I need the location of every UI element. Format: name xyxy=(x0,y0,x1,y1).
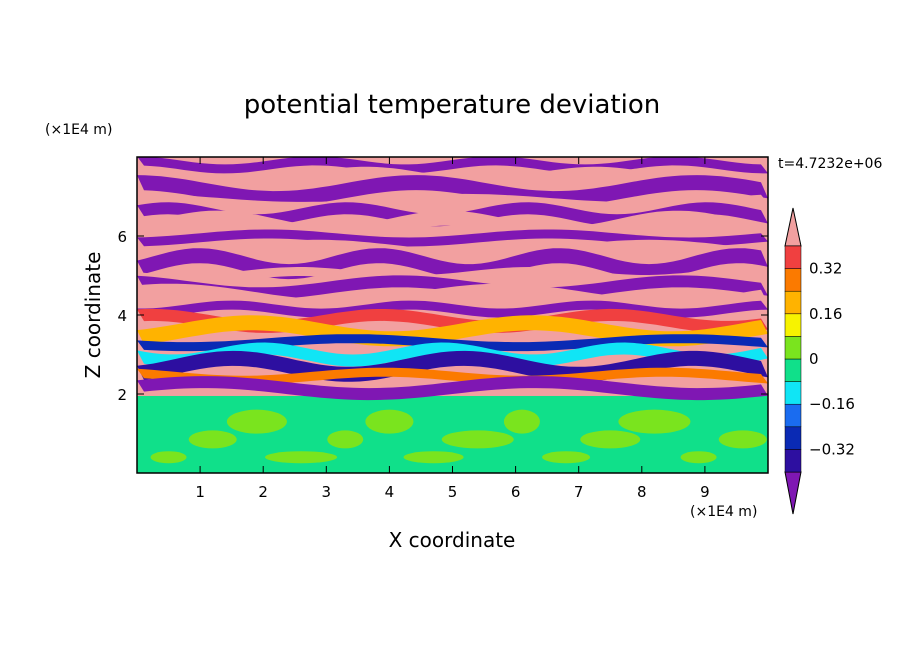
x-tick-label: 6 xyxy=(511,483,521,501)
y-tick-label: 4 xyxy=(117,307,127,325)
lower-field-patch xyxy=(365,409,414,434)
field-band xyxy=(137,267,768,284)
chart-title: potential temperature deviation xyxy=(244,90,660,120)
field-band xyxy=(137,175,768,206)
colorbar-tick-label: 0.32 xyxy=(809,260,842,278)
colorbar-swatch xyxy=(784,245,802,269)
colorbar-swatch xyxy=(784,381,802,405)
x-axis-label: X coordinate xyxy=(389,528,516,552)
field-band xyxy=(137,300,768,318)
colorbar-tick-label: 0 xyxy=(809,350,819,368)
x-tick-label: 1 xyxy=(195,483,205,501)
x-axis-unit: (×1E4 m) xyxy=(690,504,757,520)
lower-field-patch xyxy=(718,430,767,449)
x-tick-label: 4 xyxy=(385,483,395,501)
field-band xyxy=(137,376,768,401)
colorbar-tick-label: 0.16 xyxy=(809,305,842,323)
x-tick-label: 7 xyxy=(574,483,584,501)
colorbar-swatch xyxy=(784,426,802,450)
x-tick-label: 8 xyxy=(637,483,647,501)
colorbar-swatch xyxy=(784,449,802,473)
field-layers xyxy=(137,157,768,473)
lower-field-patch xyxy=(618,409,691,434)
lower-field-patch xyxy=(503,409,540,434)
field-band xyxy=(137,367,768,385)
lower-field-patch xyxy=(542,451,591,464)
x-axis: 1 2 3 4 5 6 7 8 9 xyxy=(195,157,710,501)
field-band xyxy=(137,193,768,211)
field-band xyxy=(137,239,768,264)
plot-field xyxy=(137,157,768,473)
colorbar: 0.32 0.16 0 −0.16 −0.32 xyxy=(784,207,855,515)
lower-field-patch xyxy=(150,451,187,464)
y-tick-label: 6 xyxy=(117,228,127,246)
colorbar-max-arrow xyxy=(784,207,802,247)
y-axis-unit: (×1E4 m) xyxy=(45,122,112,138)
y-tick-label: 2 xyxy=(117,386,127,404)
colorbar-swatch xyxy=(784,268,802,292)
colorbar-min-arrow xyxy=(784,471,802,515)
colorbar-swatch xyxy=(784,290,802,315)
lower-field-patch xyxy=(441,430,514,449)
lower-field-patch xyxy=(680,451,717,464)
lower-field-patch xyxy=(580,430,641,449)
lower-field-patch xyxy=(188,430,237,449)
lower-field-patch xyxy=(226,409,287,434)
lower-field-patch xyxy=(327,430,364,449)
x-tick-label: 9 xyxy=(700,483,710,501)
time-label: t=4.7232e+06 xyxy=(778,156,882,172)
colorbar-swatch xyxy=(784,403,802,428)
x-tick-label: 2 xyxy=(258,483,268,501)
colorbar-swatch xyxy=(784,336,802,360)
x-tick-label: 5 xyxy=(448,483,458,501)
y-axis: 2 4 6 xyxy=(117,228,768,404)
field-band xyxy=(137,334,768,352)
lower-field-patch xyxy=(403,451,464,464)
x-tick-label: 3 xyxy=(322,483,332,501)
colorbar-tick-label: −0.32 xyxy=(809,440,855,458)
colorbar-tick-label: −0.16 xyxy=(809,395,855,413)
y-axis-label: Z coordinate xyxy=(81,252,105,379)
colorbar-swatch xyxy=(784,358,802,382)
colorbar-swatch xyxy=(784,313,802,337)
field-band xyxy=(137,229,768,247)
lower-field-patch xyxy=(265,451,338,464)
